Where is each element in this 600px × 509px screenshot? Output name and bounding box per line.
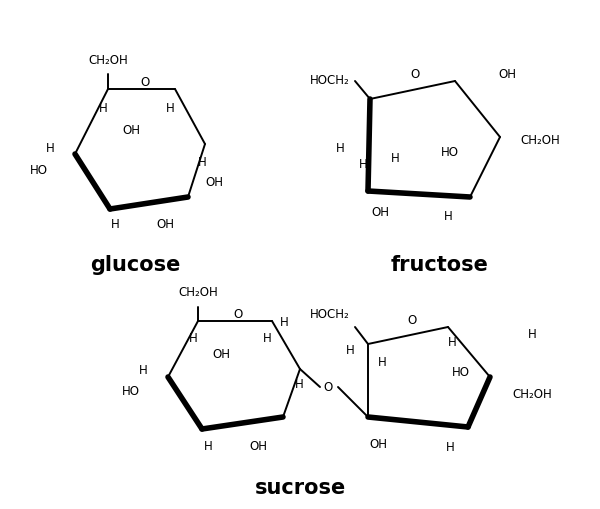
Text: CH₂OH: CH₂OH	[88, 53, 128, 66]
Text: H: H	[391, 151, 400, 164]
Text: H: H	[280, 315, 289, 328]
Text: HO: HO	[452, 365, 470, 378]
Text: O: O	[410, 68, 419, 81]
Text: H: H	[378, 355, 387, 368]
Text: OH: OH	[156, 218, 174, 231]
Text: H: H	[443, 209, 452, 222]
Text: H: H	[46, 141, 55, 154]
Text: O: O	[233, 308, 242, 321]
Text: H: H	[110, 218, 119, 231]
Text: O: O	[140, 76, 149, 89]
Text: sucrose: sucrose	[254, 477, 346, 497]
Text: OH: OH	[212, 348, 230, 361]
Text: H: H	[203, 440, 212, 453]
Text: CH₂OH: CH₂OH	[520, 133, 560, 146]
Text: HOCH₂: HOCH₂	[310, 73, 350, 87]
Text: H: H	[346, 343, 355, 356]
Text: H: H	[139, 363, 148, 376]
Text: H: H	[198, 156, 207, 169]
Text: OH: OH	[122, 123, 140, 136]
Text: glucose: glucose	[90, 254, 180, 274]
Text: HO: HO	[441, 145, 459, 158]
Text: O: O	[407, 313, 416, 326]
Text: CH₂OH: CH₂OH	[178, 285, 218, 298]
Text: OH: OH	[205, 176, 223, 189]
Text: HOCH₂: HOCH₂	[310, 308, 350, 321]
Text: O: O	[323, 381, 332, 394]
Text: fructose: fructose	[391, 254, 489, 274]
Text: OH: OH	[498, 68, 516, 81]
Text: H: H	[446, 441, 454, 454]
Text: HO: HO	[30, 163, 48, 176]
Text: CH₂OH: CH₂OH	[512, 388, 552, 401]
Text: H: H	[189, 331, 198, 344]
Text: OH: OH	[369, 438, 387, 450]
Text: H: H	[263, 331, 272, 344]
Text: H: H	[359, 158, 368, 171]
Text: H: H	[527, 328, 536, 341]
Text: H: H	[448, 335, 457, 348]
Text: OH: OH	[249, 440, 267, 453]
Text: OH: OH	[371, 206, 389, 219]
Text: H: H	[99, 101, 108, 115]
Text: HO: HO	[122, 385, 140, 398]
Text: H: H	[295, 378, 304, 391]
Text: H: H	[336, 141, 345, 154]
Text: H: H	[166, 101, 175, 115]
